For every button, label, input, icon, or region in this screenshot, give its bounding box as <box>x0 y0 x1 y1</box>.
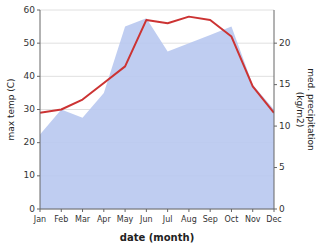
y2-tick-label: 0 <box>279 204 285 214</box>
x-tick-label: Mar <box>75 215 91 224</box>
x-tick <box>167 209 168 212</box>
chart: 0 10 20 30 40 50 60 0 5 10 15 20 Jan Feb Mar Apr May Jun J… <box>0 0 318 247</box>
y2-tick-label: 20 <box>279 38 291 48</box>
x-axis-label: date (month) <box>120 232 194 243</box>
y2-axis-label: (kg/m2) <box>295 92 305 127</box>
y-tick <box>37 43 40 44</box>
x-tick <box>82 209 83 212</box>
x-tick <box>231 209 232 212</box>
x-tick-label: Jul <box>162 215 173 224</box>
x-tick <box>210 209 211 212</box>
x-tick <box>252 209 253 212</box>
y-tick <box>37 175 40 176</box>
y-tick-label: 30 <box>24 104 36 114</box>
y2-tick-label: 15 <box>279 79 290 89</box>
x-tick-label: Dec <box>266 215 281 224</box>
axes: 0 10 20 30 40 50 60 0 5 10 15 20 Jan Feb Mar Apr May Jun J… <box>24 5 291 225</box>
x-tick <box>274 209 275 212</box>
x-tick-label: Feb <box>54 215 68 224</box>
y-tick <box>37 10 40 11</box>
x-tick-label: May <box>117 215 134 224</box>
y2-tick-label: 10 <box>279 121 291 131</box>
y2-tick <box>274 43 277 44</box>
y-tick-label: 50 <box>24 38 36 48</box>
precipitation-area <box>40 18 274 209</box>
x-tick-label: Apr <box>97 215 112 224</box>
y2-tick-label: 5 <box>279 162 285 172</box>
y-tick-label: 40 <box>24 71 36 81</box>
x-tick <box>61 209 62 212</box>
y2-axis-line <box>274 10 275 209</box>
x-tick-label: Oct <box>225 215 239 224</box>
y-tick <box>37 142 40 143</box>
x-tick <box>188 209 189 212</box>
chart-container: 0 10 20 30 40 50 60 0 5 10 15 20 Jan Feb Mar Apr May Jun J… <box>0 0 318 247</box>
y-axis-label: max temp (C) <box>6 78 16 140</box>
y2-tick <box>274 167 277 168</box>
y2-tick <box>274 126 277 127</box>
x-tick-label: Aug <box>181 215 197 224</box>
x-tick <box>103 209 104 212</box>
y2-tick <box>274 84 277 85</box>
x-tick <box>125 209 126 212</box>
x-tick-label: Jun <box>139 215 153 224</box>
x-tick <box>40 209 41 212</box>
y-tick-label: 0 <box>29 204 35 214</box>
y-tick-label: 20 <box>24 137 36 147</box>
y-tick <box>37 76 40 77</box>
x-tick-label: Jan <box>33 215 46 224</box>
temperature-line <box>40 17 274 113</box>
x-tick <box>146 209 147 212</box>
x-axis-line <box>40 209 274 210</box>
y-tick-label: 10 <box>24 170 36 180</box>
x-tick-label: Nov <box>245 215 261 224</box>
grid-line <box>40 209 274 210</box>
x-tick-label: Sep <box>203 215 218 224</box>
plot-area <box>40 17 274 209</box>
grid-line <box>40 10 274 11</box>
y-tick <box>37 109 40 110</box>
y2-axis-label: med. precipitation <box>306 68 316 150</box>
y-tick-label: 60 <box>24 5 36 15</box>
grid <box>40 10 274 209</box>
